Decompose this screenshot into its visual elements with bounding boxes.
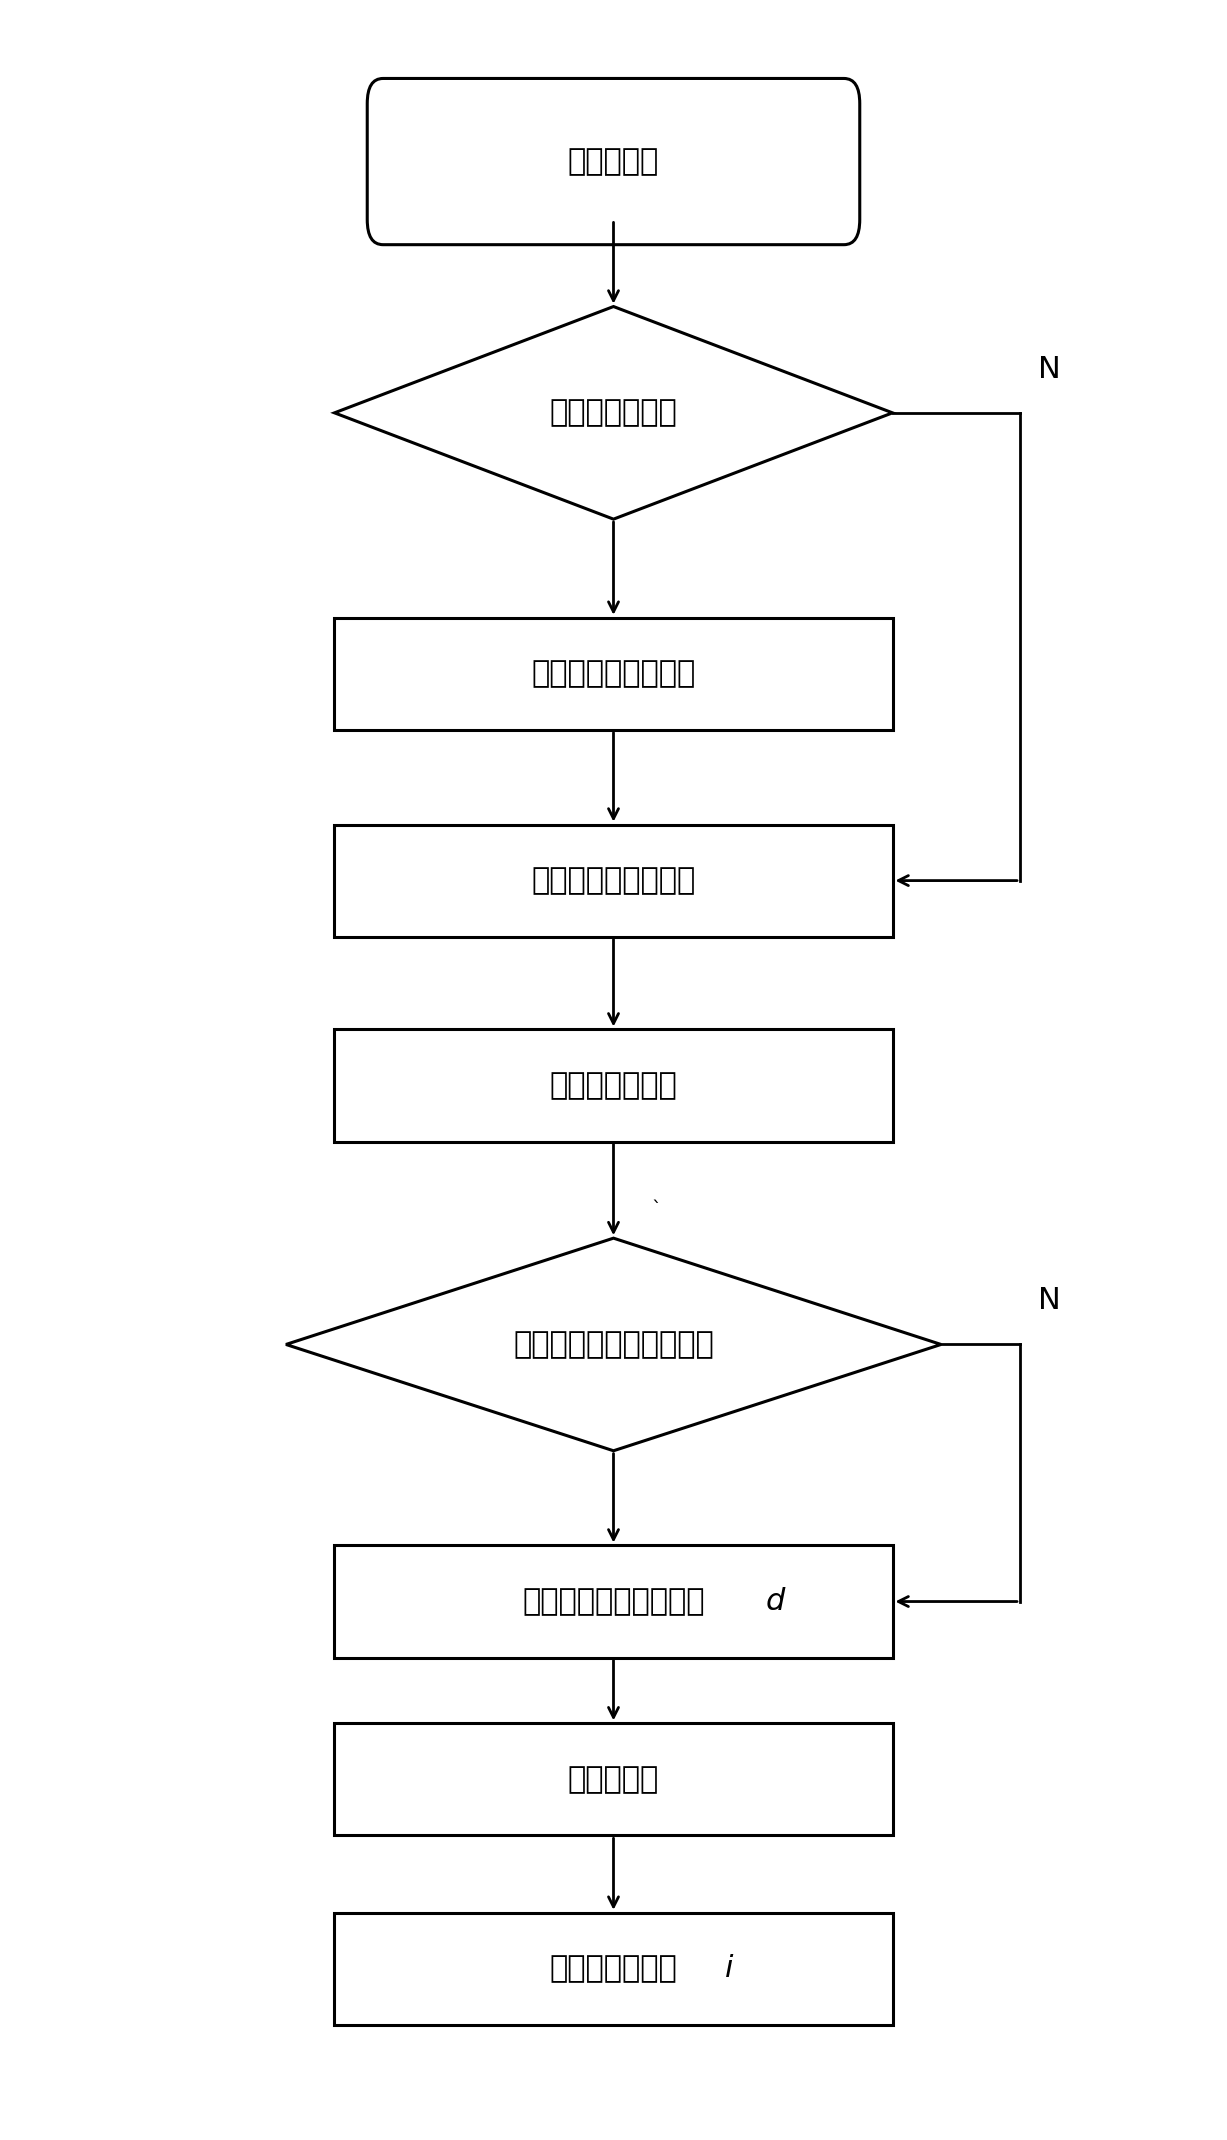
- Text: 获取障碍物运动信息: 获取障碍物运动信息: [531, 659, 696, 689]
- Bar: [335, 618, 892, 730]
- Polygon shape: [286, 1239, 941, 1451]
- Bar: [335, 824, 892, 937]
- Text: `: `: [652, 1201, 661, 1218]
- Text: 引力与斥力方向是否相反: 引力与斥力方向是否相反: [513, 1329, 714, 1359]
- FancyBboxPatch shape: [367, 79, 860, 244]
- Bar: [335, 1545, 892, 1658]
- Text: 障碍物是否运动: 障碍物是否运动: [550, 398, 677, 428]
- Text: 求势场合力: 求势场合力: [568, 1766, 659, 1793]
- Bar: [335, 1723, 892, 1836]
- Text: 计算斥力与引力: 计算斥力与引力: [550, 1070, 677, 1100]
- Text: 沿引力的垂直方向运动: 沿引力的垂直方向运动: [523, 1588, 704, 1616]
- Text: d: d: [766, 1588, 784, 1616]
- Text: N: N: [1038, 1286, 1061, 1316]
- Polygon shape: [335, 306, 892, 520]
- Text: 调整排斥势函数参数: 调整排斥势函数参数: [531, 867, 696, 895]
- Bar: [335, 1029, 892, 1141]
- Text: 沿合力方向运动: 沿合力方向运动: [550, 1954, 677, 1984]
- Text: 参数初始化: 参数初始化: [568, 148, 659, 175]
- Text: N: N: [1038, 355, 1061, 383]
- Text: i: i: [725, 1954, 734, 1984]
- Bar: [335, 1913, 892, 2024]
